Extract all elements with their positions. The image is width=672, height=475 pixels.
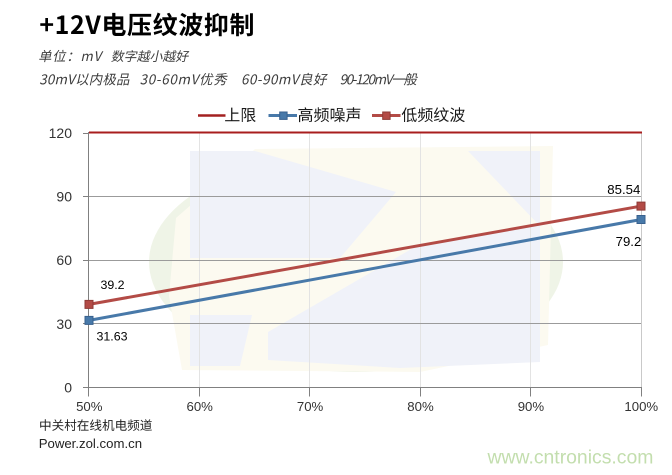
svg-text:31.63: 31.63 — [96, 330, 127, 344]
svg-text:90: 90 — [56, 189, 72, 205]
svg-text:50%: 50% — [76, 399, 103, 414]
svg-text:60: 60 — [56, 252, 72, 268]
svg-text:30: 30 — [56, 316, 72, 332]
svg-text:79.2: 79.2 — [616, 234, 642, 249]
svg-text:60%: 60% — [186, 399, 213, 414]
svg-text:www.cntronics.com: www.cntronics.com — [487, 447, 654, 469]
svg-text:100%: 100% — [624, 399, 658, 414]
svg-text:39.2: 39.2 — [100, 278, 124, 292]
svg-text:120: 120 — [49, 125, 73, 141]
svg-text:Power.zol.com.cn: Power.zol.com.cn — [39, 436, 142, 451]
svg-text:90%: 90% — [518, 399, 545, 414]
svg-text:80%: 80% — [407, 399, 434, 414]
svg-text:70%: 70% — [297, 399, 324, 414]
svg-text:0: 0 — [64, 379, 72, 395]
svg-text:85.54: 85.54 — [607, 182, 640, 197]
